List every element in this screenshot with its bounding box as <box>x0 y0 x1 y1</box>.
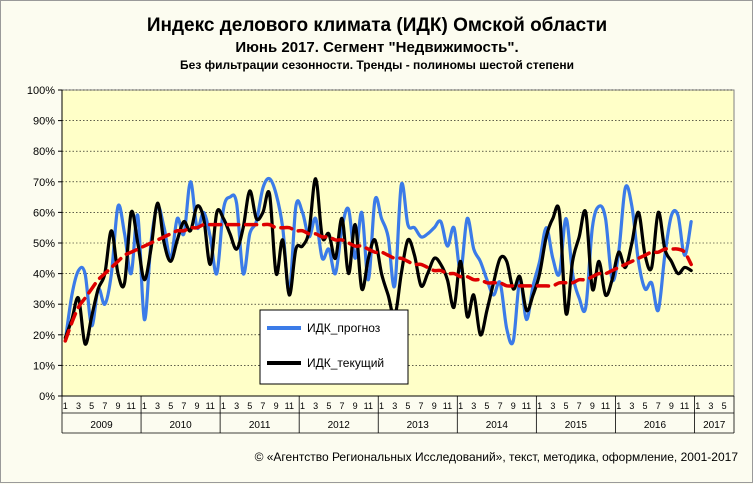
month-tick-label: 11 <box>680 401 689 411</box>
month-tick-label: 5 <box>643 401 648 411</box>
chart-subtitle: Июнь 2017. Сегмент "Недвижимость". <box>235 39 518 56</box>
y-axis: 0% 10% 20% 30% 40% 50% 60% 70% 80% 90% 100% <box>27 85 63 403</box>
year-label: 2015 <box>565 420 588 431</box>
month-tick-label: 5 <box>326 401 331 411</box>
month-tick-label: 1 <box>221 401 226 411</box>
month-tick-label: 5 <box>484 401 489 411</box>
month-tick-label: 7 <box>656 401 661 411</box>
month-tick-label: 9 <box>511 401 516 411</box>
month-tick-label: 11 <box>601 401 610 411</box>
y-tick-label: 100% <box>27 85 55 97</box>
month-tick-label: 7 <box>419 401 424 411</box>
y-tick-label: 60% <box>33 207 55 219</box>
copyright-text: © «Агентство Региональных Исследований»,… <box>255 450 739 464</box>
month-tick-label: 11 <box>285 401 294 411</box>
month-tick-label: 1 <box>458 401 463 411</box>
month-tick-label: 11 <box>364 401 373 411</box>
month-tick-label: 5 <box>247 401 252 411</box>
month-tick-label: 7 <box>498 401 503 411</box>
month-tick-label: 3 <box>471 401 476 411</box>
month-tick-label: 3 <box>76 401 81 411</box>
month-tick-label: 11 <box>206 401 215 411</box>
y-tick-label: 30% <box>33 299 55 311</box>
year-label: 2013 <box>407 420 430 431</box>
month-tick-label: 5 <box>563 401 568 411</box>
month-tick-label: 1 <box>379 401 384 411</box>
month-tick-label: 3 <box>392 401 397 411</box>
month-tick-label: 7 <box>181 401 186 411</box>
month-tick-label: 9 <box>669 401 674 411</box>
month-tick-label: 5 <box>722 401 727 411</box>
series-trend-line <box>63 222 693 343</box>
month-tick-label: 11 <box>522 401 531 411</box>
y-tick-label: 90% <box>33 116 55 128</box>
month-tick-label: 3 <box>550 401 555 411</box>
month-tick-label: 5 <box>168 401 173 411</box>
month-tick-label: 9 <box>195 401 200 411</box>
year-label: 2012 <box>328 420 351 431</box>
month-tick-label: 3 <box>629 401 634 411</box>
month-tick-label: 5 <box>89 401 94 411</box>
month-tick-label: 11 <box>127 401 136 411</box>
legend-label-current: ИДК_текущий <box>307 356 384 370</box>
series-layer <box>63 176 693 346</box>
year-label: 2010 <box>169 420 192 431</box>
month-tick-label: 1 <box>142 401 147 411</box>
month-tick-label: 5 <box>405 401 410 411</box>
month-tick-label: 9 <box>432 401 437 411</box>
legend-label-forecast: ИДК_прогноз <box>307 321 381 335</box>
month-tick-label: 3 <box>234 401 239 411</box>
month-tick-label: 11 <box>443 401 452 411</box>
month-tick-label: 9 <box>115 401 120 411</box>
month-tick-label: 7 <box>577 401 582 411</box>
y-tick-label: 70% <box>33 177 55 189</box>
y-tick-label: 80% <box>33 146 55 158</box>
month-tick-label: 9 <box>274 401 279 411</box>
month-tick-label: 1 <box>537 401 542 411</box>
month-tick-label: 7 <box>339 401 344 411</box>
chart-note: Без фильтрации сезонности. Тренды - поли… <box>180 58 574 72</box>
year-label: 2011 <box>249 420 271 431</box>
month-tick-label: 3 <box>155 401 160 411</box>
month-tick-label: 9 <box>590 401 595 411</box>
month-tick-label: 7 <box>102 401 107 411</box>
year-label: 2017 <box>703 420 726 431</box>
month-tick-label: 9 <box>353 401 358 411</box>
y-tick-label: 10% <box>33 360 55 372</box>
legend-box <box>259 309 409 385</box>
y-tick-label: 40% <box>33 269 55 281</box>
series-current-line <box>63 177 693 346</box>
legend: ИДК_прогноз ИДК_текущий <box>259 309 409 385</box>
chart-title: Индекс делового климата (ИДК) Омской обл… <box>147 15 607 36</box>
year-label: 2014 <box>486 420 509 431</box>
year-label: 2016 <box>644 420 667 431</box>
month-tick-label: 1 <box>616 401 621 411</box>
series-forecast-line <box>63 176 693 346</box>
month-tick-label: 3 <box>313 401 318 411</box>
month-tick-label: 1 <box>63 401 68 411</box>
year-label: 2009 <box>90 420 113 431</box>
month-tick-label: 7 <box>260 401 265 411</box>
month-tick-label: 3 <box>708 401 713 411</box>
y-tick-label: 0% <box>39 391 55 403</box>
month-tick-label: 1 <box>695 401 700 411</box>
y-tick-label: 20% <box>33 330 55 342</box>
month-tick-label: 1 <box>300 401 305 411</box>
y-tick-label: 50% <box>33 238 55 250</box>
